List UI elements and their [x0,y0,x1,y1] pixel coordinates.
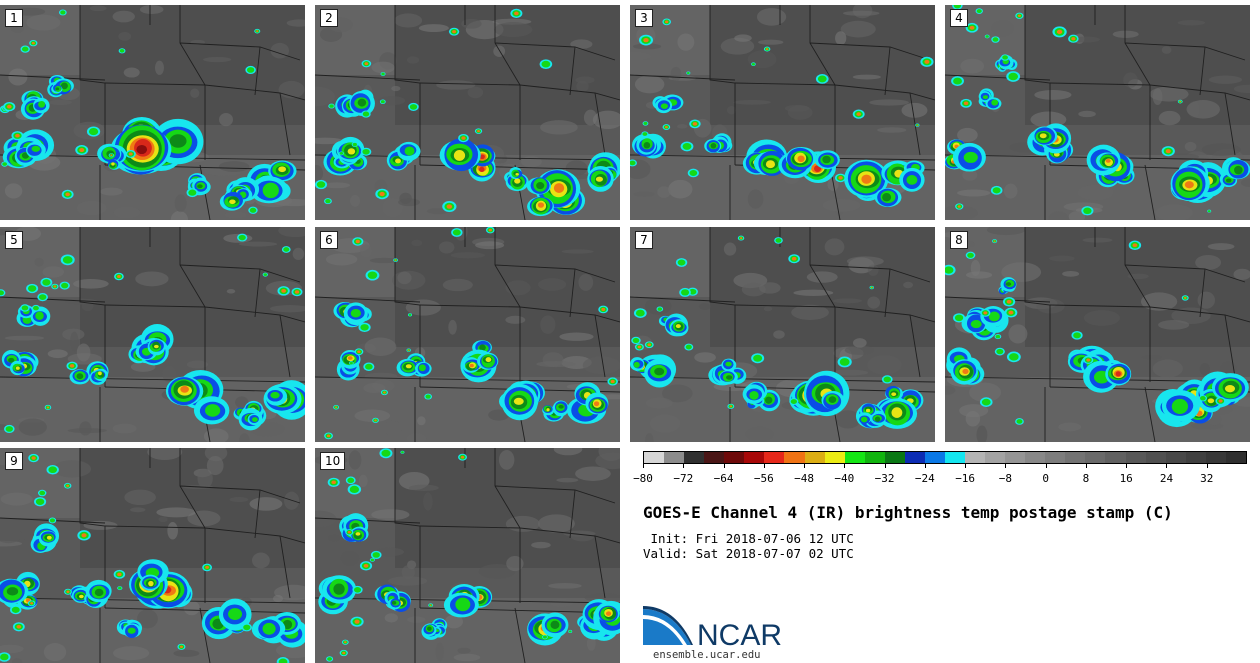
satellite-map [315,227,620,442]
colorbar-swatch [1225,452,1246,463]
colorbar-swatch [744,452,765,463]
stamp-panel-6: 6 [315,227,620,442]
ncar-logo: NCAR [643,606,782,650]
satellite-map [630,227,935,442]
stamp-panel-8: 8 [945,227,1250,442]
colorbar-swatch [1165,452,1186,463]
colorbar-tick-label: −16 [955,472,976,485]
panel-number-label: 6 [320,231,338,249]
panel-number-label: 7 [635,231,653,249]
colorbar-tick-label: −24 [914,472,935,485]
colorbar-swatch [924,452,945,463]
colorbar-swatch [1025,452,1046,463]
colorbar-tick-label: 0 [1042,472,1049,485]
temperature-colorbar [643,451,1247,464]
colorbar-swatch [724,452,745,463]
panel-number-label: 8 [950,231,968,249]
colorbar-tick-mark [723,464,725,468]
colorbar-swatch [1105,452,1126,463]
colorbar-swatch [985,452,1006,463]
colorbar-swatch [1205,452,1226,463]
colorbar-tick-label: −8 [998,472,1013,485]
satellite-map [0,227,305,442]
colorbar-tick-mark [924,464,926,468]
colorbar-swatch [1005,452,1026,463]
colorbar-tick-mark [1206,464,1208,468]
stamp-panel-9: 9 [0,448,305,663]
colorbar-tick-label: −72 [673,472,694,485]
footer-url: ensemble.ucar.edu [653,649,761,661]
colorbar-tick-mark [1045,464,1047,468]
satellite-map [315,448,620,663]
colorbar-swatch [1045,452,1066,463]
colorbar-tick-mark [1085,464,1087,468]
colorbar-swatch [784,452,805,463]
panel-number-label: 2 [320,9,338,27]
panel-number-label: 1 [5,9,23,27]
ncar-logo-text: NCAR [697,619,782,650]
stamp-panel-7: 7 [630,227,935,442]
stamp-panel-2: 2 [315,5,620,220]
colorbar-swatch [824,452,845,463]
colorbar-swatch [965,452,986,463]
stamp-panel-4: 4 [945,5,1250,220]
satellite-map [630,5,935,220]
stamp-panel-1: 1 [0,5,305,220]
colorbar-tick-label: 32 [1200,472,1214,485]
colorbar-swatch [804,452,825,463]
colorbar-swatch [644,452,665,463]
colorbar-tick-mark [884,464,886,468]
colorbar-swatch [704,452,725,463]
colorbar-swatch [1065,452,1086,463]
chart-title: GOES-E Channel 4 (IR) brightness temp po… [643,503,1173,522]
colorbar-tick-label: −80 [633,472,653,485]
colorbar-tick-label: −40 [834,472,855,485]
panel-number-label: 3 [635,9,653,27]
colorbar-tick-mark [804,464,806,468]
satellite-map [0,448,305,663]
colorbar-tick-mark [1126,464,1128,468]
stamp-panel-5: 5 [0,227,305,442]
panel-number-label: 5 [5,231,23,249]
colorbar-tick-mark [965,464,967,468]
colorbar-swatch [864,452,885,463]
valid-time: Valid: Sat 2018-07-07 02 UTC [643,546,854,561]
colorbar-tick-mark [1166,464,1168,468]
colorbar-tick-mark [643,464,644,468]
colorbar-tick-label: −56 [753,472,774,485]
panel-number-label: 10 [320,452,346,470]
panel-number-label: 4 [950,9,968,27]
satellite-map [0,5,305,220]
panel-number-label: 9 [5,452,23,470]
colorbar-swatch [1145,452,1166,463]
init-time: Init: Fri 2018-07-06 12 UTC [643,531,854,546]
colorbar-swatch [1185,452,1206,463]
colorbar-tick-label: −48 [794,472,814,485]
colorbar-tick-mark [683,464,685,468]
colorbar-tick-mark [763,464,765,468]
colorbar-swatch [844,452,865,463]
satellite-map [945,5,1250,220]
colorbar-tick-label: 24 [1159,472,1174,485]
satellite-map [945,227,1250,442]
colorbar-swatch [684,452,705,463]
satellite-map [315,5,620,220]
colorbar-tick-label: −64 [713,472,734,485]
colorbar-swatch [764,452,785,463]
colorbar-tick-mark [844,464,846,468]
stamp-panel-10: 10 [315,448,620,663]
colorbar-tick-label: −32 [874,472,895,485]
colorbar-swatch [1085,452,1106,463]
colorbar-swatch [904,452,925,463]
colorbar-tick-mark [1005,464,1007,468]
colorbar-tick-label: 8 [1082,472,1090,485]
colorbar-swatch [1125,452,1146,463]
colorbar-swatch [944,452,965,463]
stamp-panel-3: 3 [630,5,935,220]
colorbar-tick-label: 16 [1119,472,1133,485]
colorbar-swatch [884,452,905,463]
colorbar-swatch [664,452,685,463]
